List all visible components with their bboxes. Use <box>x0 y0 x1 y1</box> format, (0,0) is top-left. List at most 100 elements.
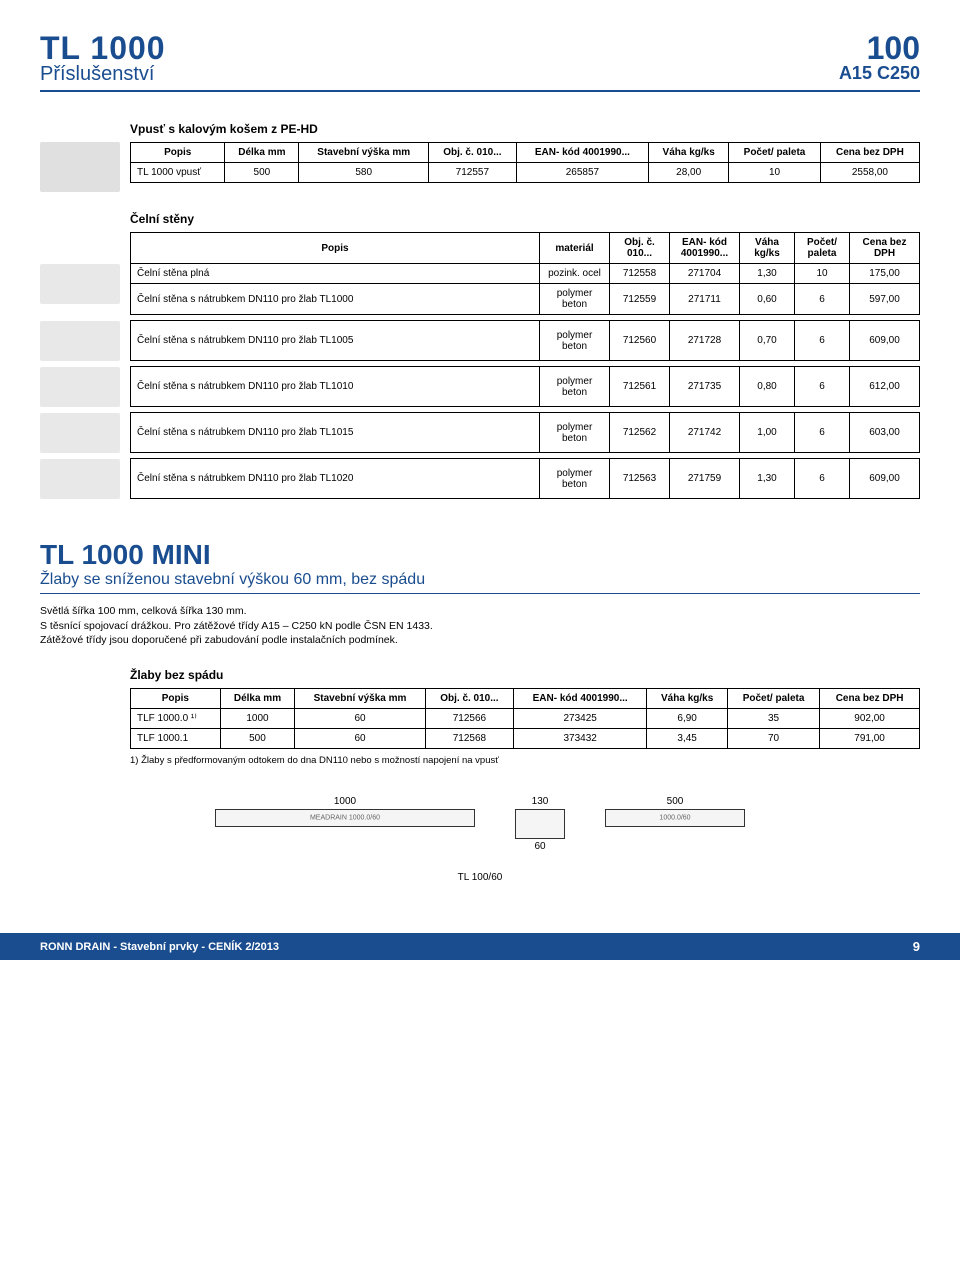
col-delka: Délka mm <box>220 689 294 709</box>
diag-dim: 130 <box>515 796 565 807</box>
product-thumb <box>40 459 120 499</box>
cell: 271735 <box>670 367 740 407</box>
cell: 0,80 <box>740 367 795 407</box>
cell: pozink. ocel <box>540 264 610 284</box>
cell: 712557 <box>429 163 517 183</box>
cell: 0,60 <box>740 284 795 315</box>
col-ean: EAN- kód 4001990... <box>670 233 740 264</box>
col-popis: Popis <box>131 143 225 163</box>
cell: 500 <box>225 163 299 183</box>
cell: TLF 1000.0 ¹⁾ <box>131 709 221 729</box>
cell: 175,00 <box>850 264 920 284</box>
diagram-row: 1000 MEADRAIN 1000.0/60 130 60 500 1000.… <box>40 796 920 852</box>
table-row: Čelní stěna s nátrubkem DN110 pro žlab T… <box>40 367 920 407</box>
section3-body: Světlá šířka 100 mm, celková šířka 130 m… <box>40 604 920 648</box>
diag-inner: MEADRAIN 1000.0/60 <box>310 815 380 822</box>
table-row: Čelní stěna s nátrubkem DN110 pro žlab T… <box>40 413 920 453</box>
product-thumb <box>40 367 120 407</box>
header-left: TL 1000 Příslušenství <box>40 30 166 86</box>
section2-table: Popis materiál Obj. č. 010... EAN- kód 4… <box>40 232 920 499</box>
cell: polymer beton <box>540 284 610 315</box>
cell: 712560 <box>610 321 670 361</box>
cell: 1,30 <box>740 459 795 499</box>
cell: 712568 <box>425 729 513 749</box>
product-thumb <box>40 142 120 192</box>
col-obj: Obj. č. 010... <box>425 689 513 709</box>
col-ean: EAN- kód 4001990... <box>516 143 649 163</box>
cell: 1000 <box>220 709 294 729</box>
col-popis: Popis <box>131 689 221 709</box>
cell: 271759 <box>670 459 740 499</box>
table-row: TL 1000 vpusť 500 580 712557 265857 28,0… <box>131 163 920 183</box>
cell: Čelní stěna s nátrubkem DN110 pro žlab T… <box>131 413 540 453</box>
cell: 6 <box>795 413 850 453</box>
col-cena: Cena bez DPH <box>820 143 919 163</box>
section1-table: Popis Délka mm Stavební výška mm Obj. č.… <box>130 142 920 183</box>
cell: 271711 <box>670 284 740 315</box>
cell: 271728 <box>670 321 740 361</box>
cell: 70 <box>727 729 819 749</box>
thumb-spacer <box>40 264 131 315</box>
col-vyska: Stavební výška mm <box>295 689 426 709</box>
cell: 2558,00 <box>820 163 919 183</box>
table-row: TLF 1000.1 500 60 712568 373432 3,45 70 … <box>131 729 920 749</box>
cell: 612,00 <box>850 367 920 407</box>
cell: 1,30 <box>740 264 795 284</box>
section1-title: Vpusť s kalovým košem z PE-HD <box>130 122 920 136</box>
cell: 791,00 <box>820 729 920 749</box>
cell: 373432 <box>513 729 646 749</box>
cell: polymer beton <box>540 367 610 407</box>
diag-dim: 500 <box>605 796 745 807</box>
table-row: Čelní stěna s nátrubkem DN110 pro žlab T… <box>40 284 920 315</box>
col-cena: Cena bez DPH <box>820 689 920 709</box>
cell: 10 <box>795 264 850 284</box>
cell: 6 <box>795 459 850 499</box>
section3-footnote: 1) Žlaby s předformovaným odtokem do dna… <box>130 755 920 766</box>
product-thumb <box>40 264 120 304</box>
page-footer: RONN DRAIN - Stavební prvky - CENÍK 2/20… <box>0 933 960 960</box>
col-vaha: Váha kg/ks <box>649 143 729 163</box>
cell: 265857 <box>516 163 649 183</box>
col-vaha: Váha kg/ks <box>740 233 795 264</box>
cell: TLF 1000.1 <box>131 729 221 749</box>
col-obj: Obj. č. 010... <box>610 233 670 264</box>
diagram-cross: 130 60 <box>515 796 565 852</box>
table-row: Čelní stěna plná pozink. ocel 712558 271… <box>40 264 920 284</box>
header-classes: A15 C250 <box>839 63 920 84</box>
col-obj: Obj. č. 010... <box>429 143 517 163</box>
cell: 580 <box>299 163 429 183</box>
col-pocet: Počet/ paleta <box>727 689 819 709</box>
cell: polymer beton <box>540 321 610 361</box>
cell: 273425 <box>513 709 646 729</box>
diag-dim: 60 <box>515 841 565 852</box>
cell: 10 <box>729 163 821 183</box>
product-subtitle: Příslušenství <box>40 63 166 86</box>
cell: 271742 <box>670 413 740 453</box>
thumb-spacer <box>40 459 131 499</box>
col-vaha: Váha kg/ks <box>647 689 728 709</box>
cell: 712558 <box>610 264 670 284</box>
header-number: 100 <box>839 30 920 67</box>
diag-box <box>515 809 565 839</box>
product-title: TL 1000 <box>40 30 166 67</box>
section3-heading: TL 1000 MINI <box>40 539 920 571</box>
diag-dim: 1000 <box>215 796 475 807</box>
cell: polymer beton <box>540 413 610 453</box>
cell: 6 <box>795 367 850 407</box>
cell: 6 <box>795 321 850 361</box>
diagram-side-short: 500 1000.0/60 <box>605 796 745 852</box>
footer-left: RONN DRAIN - Stavební prvky - CENÍK 2/20… <box>40 941 279 953</box>
cell: 712566 <box>425 709 513 729</box>
cell: Čelní stěna plná <box>131 264 540 284</box>
cell: 609,00 <box>850 321 920 361</box>
cell: Čelní stěna s nátrubkem DN110 pro žlab T… <box>131 459 540 499</box>
thumb-spacer <box>40 413 131 453</box>
cell: 1,00 <box>740 413 795 453</box>
product-thumb <box>40 321 120 361</box>
cell: 60 <box>295 729 426 749</box>
cell: 597,00 <box>850 284 920 315</box>
cell: TL 1000 vpusť <box>131 163 225 183</box>
table-row: Čelní stěna s nátrubkem DN110 pro žlab T… <box>40 459 920 499</box>
diag-box: 1000.0/60 <box>605 809 745 827</box>
thumb-spacer <box>40 233 131 264</box>
